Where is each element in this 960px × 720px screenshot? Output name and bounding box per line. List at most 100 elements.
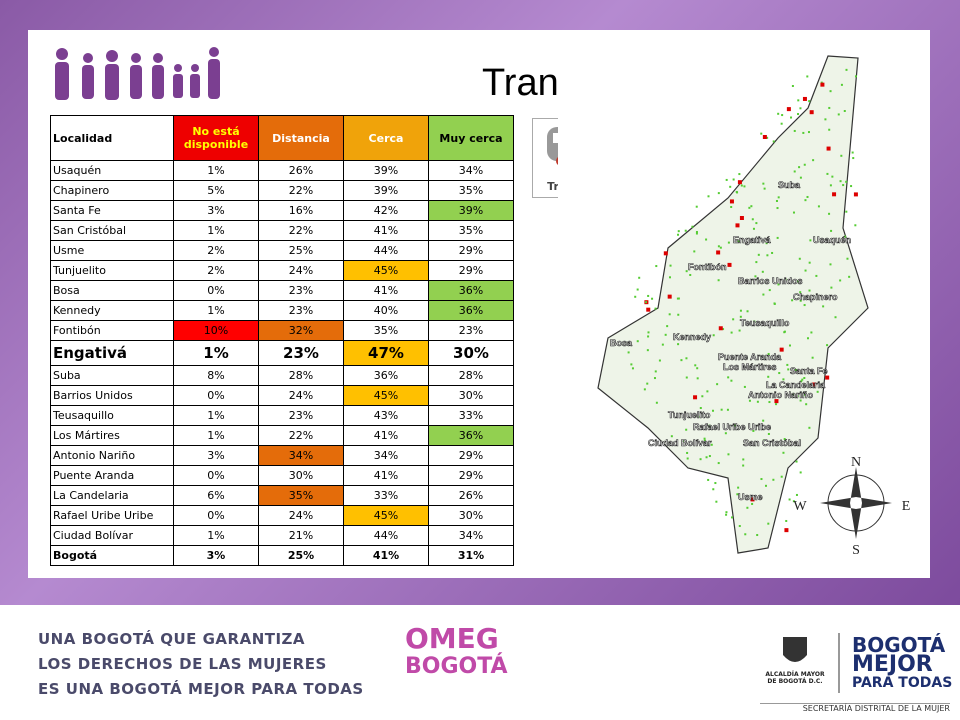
map-point bbox=[739, 215, 744, 220]
value-cell: 35% bbox=[343, 320, 429, 341]
locality-cell: San Cristóbal bbox=[50, 220, 174, 241]
value-cell: 24% bbox=[258, 385, 344, 406]
map-point bbox=[797, 113, 800, 116]
map-point bbox=[791, 85, 794, 88]
map-point bbox=[685, 428, 688, 431]
value-cell: 41% bbox=[343, 220, 429, 241]
locality-cell: Kennedy bbox=[50, 300, 174, 321]
map-point bbox=[762, 182, 765, 185]
table-row: Usme 2% 25% 44% 29% bbox=[50, 240, 514, 261]
compass-letter: E bbox=[902, 499, 911, 514]
value-cell: 1% bbox=[173, 405, 259, 426]
locality-cell: Bosa bbox=[50, 280, 174, 301]
map-point bbox=[699, 458, 702, 461]
map-point bbox=[717, 279, 720, 282]
map-point bbox=[783, 438, 786, 441]
map-point bbox=[708, 424, 711, 427]
map-label: La Candelaria bbox=[766, 380, 826, 390]
map-point bbox=[803, 163, 806, 166]
map-point bbox=[647, 294, 650, 297]
table-row: Barrios Unidos 0% 24% 45% 30% bbox=[50, 385, 514, 406]
value-cell: 21% bbox=[258, 525, 344, 546]
value-cell: 47% bbox=[343, 340, 429, 366]
map-point bbox=[805, 403, 808, 406]
header-cell: No está disponible bbox=[173, 115, 259, 161]
map-point bbox=[810, 331, 813, 334]
map-point bbox=[797, 99, 800, 102]
value-cell: 1% bbox=[173, 525, 259, 546]
map-point bbox=[737, 240, 740, 243]
map-point bbox=[811, 356, 814, 359]
map-label: Chapinero bbox=[793, 292, 838, 302]
map-point bbox=[742, 464, 745, 467]
map-point bbox=[703, 439, 706, 442]
map-point bbox=[799, 107, 802, 110]
map-point bbox=[839, 279, 842, 282]
map-point bbox=[798, 257, 801, 260]
map-label: Antonio Nariño bbox=[748, 390, 813, 400]
map-point bbox=[779, 347, 784, 352]
map-point bbox=[774, 399, 779, 404]
map-point bbox=[760, 132, 763, 135]
map-point bbox=[766, 254, 769, 257]
map-point bbox=[654, 370, 657, 373]
map-point bbox=[705, 238, 708, 241]
value-cell: 6% bbox=[173, 485, 259, 506]
map-point bbox=[740, 184, 743, 187]
value-cell: 39% bbox=[343, 180, 429, 201]
value-cell: 0% bbox=[173, 505, 259, 526]
value-cell: 3% bbox=[173, 545, 259, 566]
map-point bbox=[778, 372, 781, 375]
map-point bbox=[772, 478, 775, 481]
map-label: Suba bbox=[778, 180, 801, 190]
map-point bbox=[667, 294, 672, 299]
map-point bbox=[786, 363, 789, 366]
map-point bbox=[647, 335, 650, 338]
map-point bbox=[716, 383, 719, 386]
map-point bbox=[775, 199, 778, 202]
map-point bbox=[804, 199, 807, 202]
map-point bbox=[792, 211, 795, 214]
value-cell: 23% bbox=[258, 405, 344, 426]
map-point bbox=[800, 380, 803, 383]
map-point bbox=[777, 283, 780, 286]
map-label: Puente Aranda bbox=[718, 352, 782, 362]
map-point bbox=[842, 184, 845, 187]
map-point bbox=[685, 270, 688, 273]
map-point bbox=[753, 320, 756, 323]
value-cell: 1% bbox=[173, 160, 259, 181]
map-point bbox=[631, 367, 634, 370]
map-point bbox=[725, 513, 728, 516]
map-point bbox=[795, 460, 798, 463]
map-point bbox=[636, 288, 639, 291]
slogan-line: UNA BOGOTÁ QUE GARANTIZA bbox=[38, 630, 306, 648]
map-point bbox=[763, 187, 766, 190]
map-point bbox=[722, 328, 725, 331]
map-point bbox=[829, 184, 832, 187]
map-label: Fontibón bbox=[688, 262, 726, 272]
map-label: Usaquén bbox=[813, 235, 851, 245]
map-point bbox=[792, 500, 795, 503]
map-point bbox=[808, 100, 811, 103]
value-cell: 45% bbox=[343, 505, 429, 526]
header-cell: Muy cerca bbox=[428, 115, 514, 161]
map-point bbox=[766, 136, 769, 139]
map-point bbox=[717, 245, 720, 248]
map-point bbox=[655, 265, 658, 268]
map-point bbox=[653, 377, 656, 380]
map-point bbox=[737, 180, 742, 185]
value-cell: 41% bbox=[343, 425, 429, 446]
map-point bbox=[840, 83, 843, 86]
map-point bbox=[830, 286, 833, 289]
value-cell: 44% bbox=[343, 240, 429, 261]
map-point bbox=[804, 269, 807, 272]
map-point bbox=[799, 176, 802, 179]
value-cell: 30% bbox=[428, 385, 514, 406]
map-point bbox=[762, 419, 765, 422]
value-cell: 36% bbox=[428, 425, 514, 446]
map-point bbox=[812, 382, 817, 387]
map-point bbox=[780, 475, 783, 478]
table-row: Kennedy 1% 23% 40% 36% bbox=[50, 300, 514, 321]
map-point bbox=[696, 377, 699, 380]
